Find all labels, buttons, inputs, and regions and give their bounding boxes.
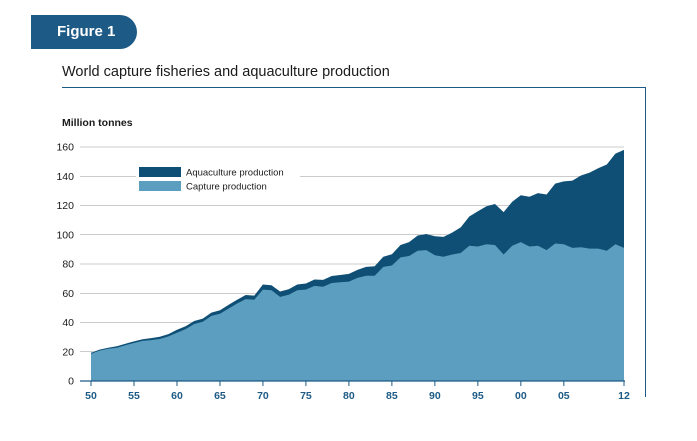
y-axis-unit-label: Million tonnes [62, 117, 133, 129]
y-tick-label: 60 [62, 288, 74, 300]
x-tick-label: 55 [128, 390, 140, 402]
x-tick-label: 50 [85, 390, 97, 402]
x-tick-label: 70 [257, 390, 269, 402]
x-tick-label: 75 [300, 390, 312, 402]
y-tick-label: 80 [62, 259, 74, 271]
x-tick-label: 12 [618, 390, 630, 402]
y-tick-label: 160 [56, 142, 74, 154]
x-tick-label: 65 [214, 390, 226, 402]
y-tick-label: 40 [62, 317, 74, 329]
y-tick-label: 20 [62, 346, 74, 358]
legend-label: Aquaculture production [186, 168, 284, 179]
x-tick-label: 95 [472, 390, 484, 402]
x-tick-label: 80 [343, 390, 355, 402]
area-capture-production [91, 242, 624, 381]
x-tick-label: 05 [558, 390, 570, 402]
x-tick-label: 85 [386, 390, 398, 402]
chart-title: World capture fisheries and aquaculture … [62, 64, 390, 80]
x-tick-label: 90 [429, 390, 441, 402]
frame-top-rule [62, 87, 646, 88]
figure-badge: Figure 1 [31, 15, 137, 49]
y-tick-label: 100 [56, 229, 74, 241]
y-tick-label: 140 [56, 171, 74, 183]
legend-label: Capture production [186, 182, 267, 193]
y-tick-label: 120 [56, 200, 74, 212]
x-tick-label: 00 [515, 390, 527, 402]
frame-right-rule [645, 87, 646, 397]
x-tick-label: 60 [171, 390, 183, 402]
legend-swatch [139, 181, 181, 191]
y-tick-label: 0 [68, 376, 74, 388]
legend-swatch [139, 167, 181, 177]
